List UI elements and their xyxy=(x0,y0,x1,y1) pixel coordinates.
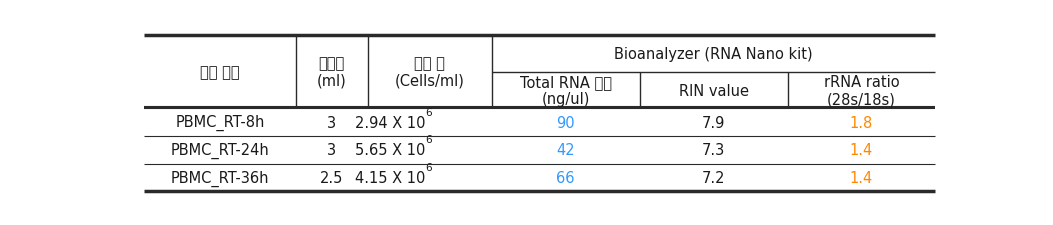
Text: Total RNA 농도
(ng/ul): Total RNA 농도 (ng/ul) xyxy=(519,74,612,107)
Text: rRNA ratio
(28s/18s): rRNA ratio (28s/18s) xyxy=(823,74,899,107)
Text: 90: 90 xyxy=(556,115,575,130)
Text: 1.4: 1.4 xyxy=(850,143,873,158)
Text: PBMC_RT-24h: PBMC_RT-24h xyxy=(171,142,270,158)
Text: 샘플 정보: 샘플 정보 xyxy=(200,65,240,80)
Text: 6: 6 xyxy=(425,135,433,145)
Text: 66: 66 xyxy=(556,170,575,185)
Text: 7.3: 7.3 xyxy=(702,143,726,158)
Text: 3: 3 xyxy=(327,115,336,130)
Text: 6: 6 xyxy=(425,162,433,172)
Text: 3: 3 xyxy=(327,143,336,158)
Text: 4.15 X 10: 4.15 X 10 xyxy=(355,170,425,185)
Text: 6: 6 xyxy=(425,107,433,117)
Text: 42: 42 xyxy=(556,143,575,158)
Text: 1.8: 1.8 xyxy=(850,115,873,130)
Text: 7.9: 7.9 xyxy=(702,115,726,130)
Text: RIN value: RIN value xyxy=(678,83,749,98)
Text: 세포 수
(Cells/ml): 세포 수 (Cells/ml) xyxy=(395,56,464,88)
Text: 2.94 X 10: 2.94 X 10 xyxy=(355,115,425,130)
Text: 7.2: 7.2 xyxy=(701,170,726,185)
Text: 5.65 X 10: 5.65 X 10 xyxy=(355,143,425,158)
Text: 2.5: 2.5 xyxy=(320,170,343,185)
Text: PBMC_RT-8h: PBMC_RT-8h xyxy=(175,115,264,131)
Text: 전혈량
(ml): 전혈량 (ml) xyxy=(317,56,346,88)
Text: PBMC_RT-36h: PBMC_RT-36h xyxy=(171,170,270,186)
Text: 1.4: 1.4 xyxy=(850,170,873,185)
Text: Bioanalyzer (RNA Nano kit): Bioanalyzer (RNA Nano kit) xyxy=(614,47,813,61)
